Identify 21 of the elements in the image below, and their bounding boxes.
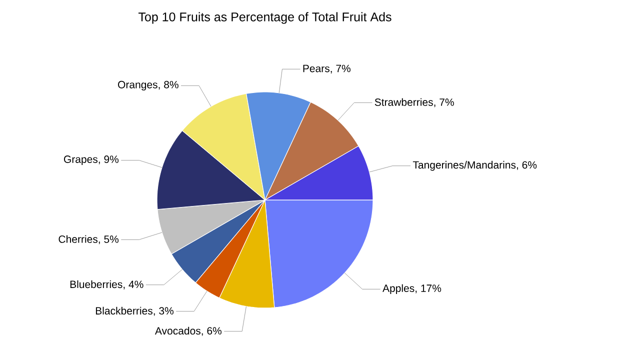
slice-label: Pears — [303, 64, 330, 72]
slice-label: Apples — [382, 284, 414, 294]
slice-label: Avocados — [154, 326, 200, 335]
data-label: , 6% — [202, 327, 222, 336]
slice-label: Cherries — [58, 235, 98, 243]
data-label: , 5% — [98, 236, 119, 244]
slice-label: Blackberries — [96, 306, 152, 315]
slice-label: Strawberries — [374, 98, 433, 106]
chart-title: Top 10 Fruits as Percentage of Total Fruit Ads — [138, 12, 392, 24]
data-label: , 17% — [416, 284, 442, 294]
data-label: , 3% — [154, 307, 174, 316]
data-label: , 6% — [516, 161, 537, 170]
data-label: , 4% — [124, 280, 144, 290]
data-label: , 7% — [434, 98, 454, 108]
slice-label: Grapes — [64, 156, 98, 166]
slice-label: Blueberries — [70, 280, 122, 288]
slice-label: Oranges — [118, 80, 158, 90]
data-label: , 8% — [158, 80, 178, 90]
slice-label: Tangerines/Mandarins — [412, 160, 516, 171]
data-label: , 9% — [98, 156, 119, 164]
data-label: , 7% — [330, 64, 350, 74]
